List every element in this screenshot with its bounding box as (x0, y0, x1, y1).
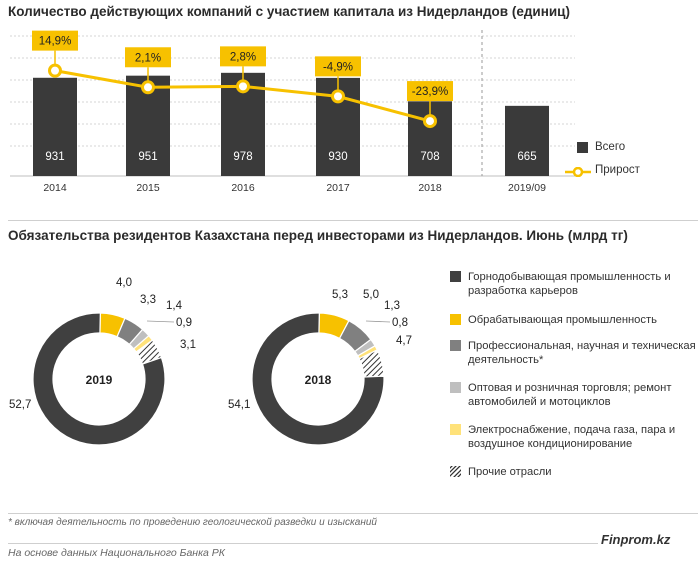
source-note: На основе данных Национального Банка РК (8, 547, 225, 559)
growth-point (331, 89, 345, 104)
legend-professional-label: Профессиональная, научная и техническая … (468, 340, 696, 366)
bar-value-label: 930 (328, 151, 347, 163)
legend-energy-swatch (450, 424, 461, 435)
x-tick-label: 2017 (326, 182, 350, 194)
bar-value-label: 931 (45, 151, 64, 163)
bottom-chart-title: Обязательства резидентов Казахстана пере… (8, 228, 628, 243)
growth-value-label: -4,9% (323, 61, 353, 73)
legend-trade-swatch (450, 382, 461, 393)
donut-value-label: 5,3 (332, 289, 348, 301)
legend-total: Всего (577, 141, 626, 153)
legend-growth: Прирост (565, 164, 640, 177)
growth-label-box (220, 46, 266, 67)
legend-energy-label: Электроснабжение, подача газа, пара и во… (468, 424, 676, 450)
donut-value-label: 1,4 (166, 300, 183, 312)
x-tick-label: 2019/09 (508, 182, 546, 194)
legend-energy: Электроснабжение, подача газа, пара и во… (450, 423, 698, 451)
bar (505, 105, 549, 176)
bar-value-label: 978 (233, 151, 252, 163)
donut-value-label: 4,0 (116, 277, 132, 289)
bar-value-label: 708 (420, 151, 439, 163)
donut-value-label: 3,1 (180, 339, 196, 351)
donut-center-label: 2018 (305, 373, 332, 387)
donut-value-label: 52,7 (9, 399, 31, 411)
growth-label-box (125, 47, 171, 68)
legend-trade: Оптовая и розничная торговля; ремонт авт… (450, 381, 698, 409)
section-divider (8, 220, 698, 221)
donut-value-label: 3,3 (140, 294, 156, 306)
legend-trade-label: Оптовая и розничная торговля; ремонт авт… (468, 382, 672, 408)
growth-label-box (407, 81, 453, 102)
legend-other-swatch (450, 466, 461, 477)
donut-leader-line (146, 320, 175, 323)
donut-value-label: 0,8 (392, 317, 408, 329)
growth-value-label: 2,1% (135, 52, 161, 64)
bar-value-label: 951 (138, 151, 157, 163)
donut-leader-line (365, 320, 391, 323)
legend-growth-swatch (565, 167, 591, 177)
growth-value-label: -23,9% (412, 86, 448, 98)
legend-manufacturing-swatch (450, 314, 461, 325)
growth-point (423, 114, 437, 129)
top-chart-title: Количество действующих компаний с участи… (8, 4, 570, 19)
legend-other: Прочие отрасли (450, 465, 698, 479)
companies-bar-line-chart: 931 2014 951 2015 978 2016 930 2017 708 2018 665 20… (10, 30, 575, 194)
legend-total-label: Всего (595, 141, 626, 153)
brand-logo: Finprom.kz (601, 532, 671, 547)
legend-other-label: Прочие отрасли (468, 466, 552, 478)
legend-growth-label: Прирост (595, 164, 640, 176)
donut-value-label: 5,0 (363, 289, 379, 301)
donut-value-label: 1,3 (384, 300, 400, 312)
growth-value-label: 14,9% (39, 36, 72, 48)
bar (33, 77, 77, 176)
x-tick-label: 2014 (43, 182, 67, 194)
growth-point (141, 80, 155, 95)
x-tick-label: 2015 (136, 182, 160, 194)
legend-mining-label: Горнодобывающая промышленность и разрабо… (468, 271, 671, 297)
x-tick-label: 2016 (231, 182, 255, 194)
legend-total-swatch (577, 142, 588, 153)
growth-point (48, 63, 62, 78)
donut-value-label: 4,7 (396, 335, 412, 347)
legend-manufacturing: Обрабатывающая промышленность (450, 313, 698, 327)
donut-value-label: 54,1 (228, 399, 250, 411)
footnote: * включая деятельность по проведению гео… (8, 517, 377, 528)
donut-value-label: 0,9 (176, 317, 192, 329)
legend-mining-swatch (450, 271, 461, 282)
slice-mining (251, 312, 385, 446)
legend-professional: Профессиональная, научная и техническая … (450, 339, 698, 367)
liabilities-donut-charts: 2019 52,7 4,0 3,3 1,4 0,9 3,1 2018 54,1 5,3 5,0 1,3… (9, 277, 412, 446)
growth-label-box (315, 56, 361, 77)
growth-label-box (32, 30, 78, 51)
legend-manufacturing-label: Обрабатывающая промышленность (468, 314, 657, 326)
growth-point (236, 79, 250, 94)
x-tick-label: 2018 (418, 182, 442, 194)
growth-value-label: 2,8% (230, 51, 256, 63)
slice-mining (32, 312, 166, 446)
donut-center-label: 2019 (86, 373, 113, 387)
footer-divider (8, 513, 698, 514)
legend-professional-swatch (450, 340, 461, 351)
source-divider (8, 543, 598, 544)
bar-value-label: 665 (517, 151, 536, 163)
legend-mining: Горнодобывающая промышленность и разрабо… (450, 270, 698, 298)
